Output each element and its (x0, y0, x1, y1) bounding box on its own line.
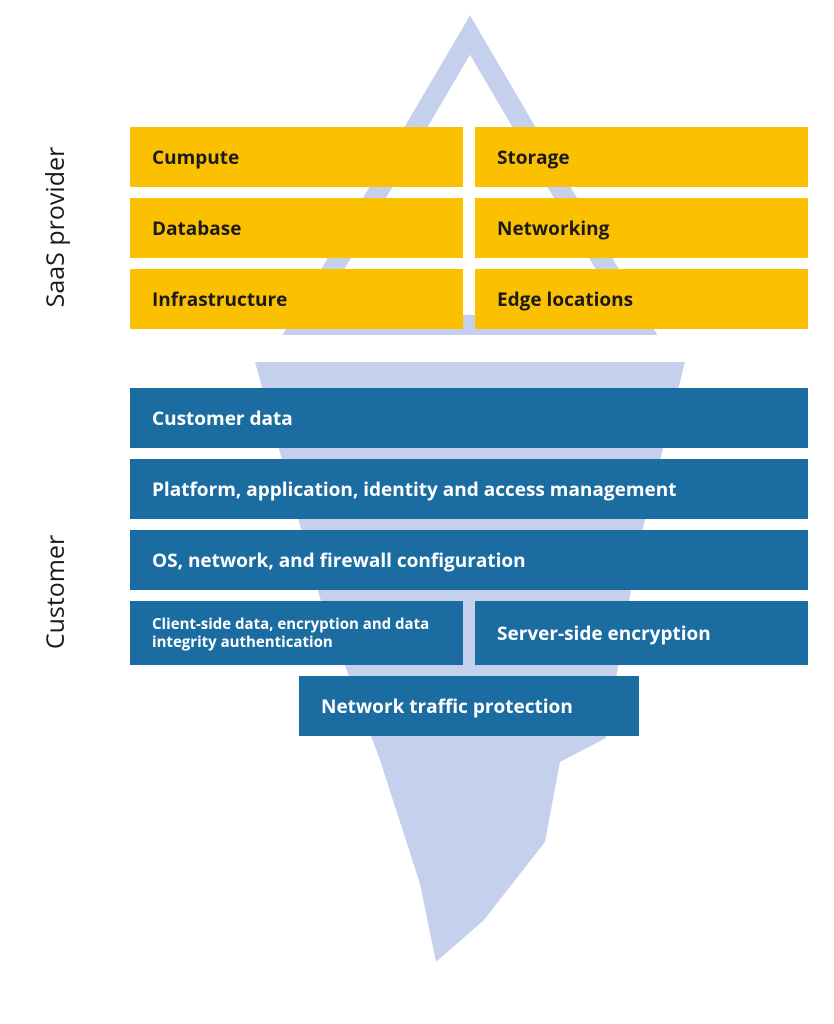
customer-row-5: Network traffic protection (130, 676, 808, 736)
customer-row-4: Client-side data, encryption and data in… (130, 601, 808, 665)
box-server-side-encryption: Server-side encryption (475, 601, 808, 665)
customer-row-2: Platform, application, identity and acce… (130, 459, 808, 519)
label-customer: Customer (38, 517, 72, 667)
provider-row-3: Infrastructure Edge locations (130, 269, 808, 329)
diagram-canvas: SaaS provider Customer Cumpute Storage D… (0, 0, 834, 1024)
box-networking: Networking (475, 198, 808, 258)
box-database: Database (130, 198, 463, 258)
box-os-network-firewall: OS, network, and firewall configuration (130, 530, 808, 590)
customer-row-3: OS, network, and firewall configuration (130, 530, 808, 590)
section-gap (130, 340, 808, 388)
boxes-container: Cumpute Storage Database Networking Infr… (130, 127, 808, 747)
label-saas-provider: SaaS provider (38, 127, 72, 327)
box-compute: Cumpute (130, 127, 463, 187)
customer-row-1: Customer data (130, 388, 808, 448)
box-client-side-encryption: Client-side data, encryption and data in… (130, 601, 463, 665)
box-platform-iam: Platform, application, identity and acce… (130, 459, 808, 519)
box-edge-locations: Edge locations (475, 269, 808, 329)
box-network-traffic-protection: Network traffic protection (299, 676, 639, 736)
box-customer-data: Customer data (130, 388, 808, 448)
provider-row-2: Database Networking (130, 198, 808, 258)
provider-row-1: Cumpute Storage (130, 127, 808, 187)
box-storage: Storage (475, 127, 808, 187)
box-infrastructure: Infrastructure (130, 269, 463, 329)
